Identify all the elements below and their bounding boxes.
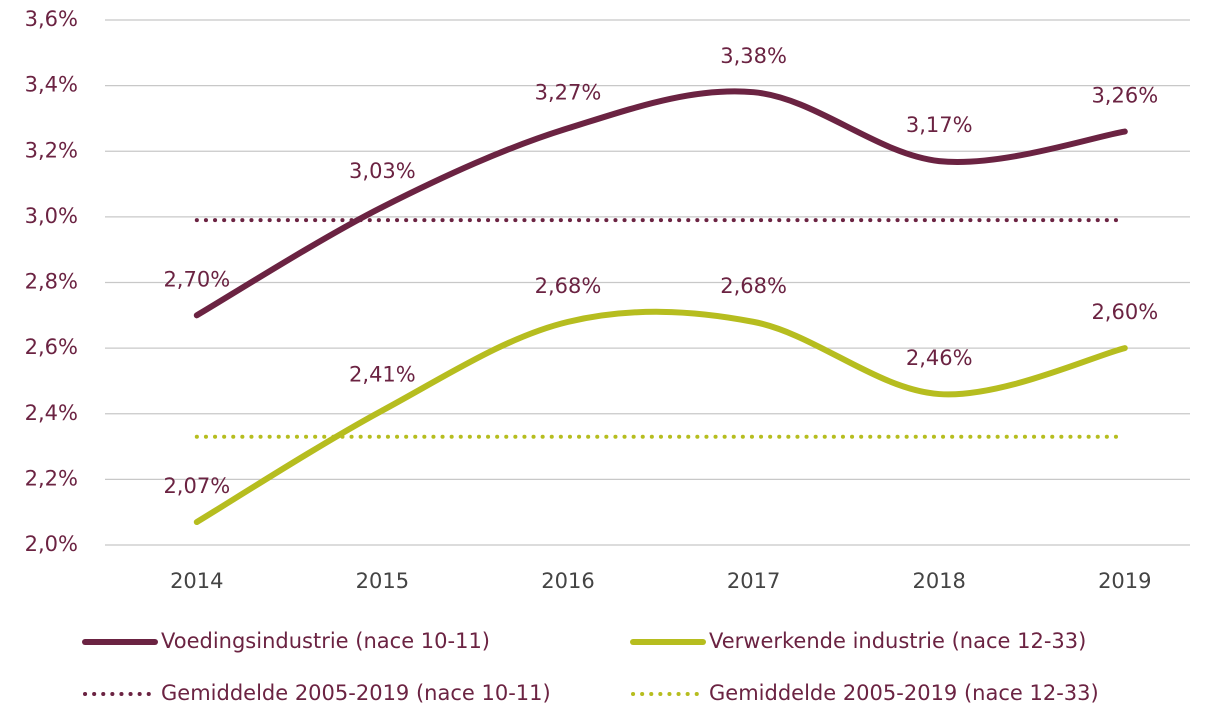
y-tick-label: 2,4% (25, 401, 78, 425)
data-label: 2,60% (1091, 300, 1158, 324)
data-line (193, 88, 1128, 319)
data-label: 2,68% (535, 274, 602, 298)
legend-label: Voedingsindustrie (nace 10-11) (161, 629, 490, 653)
y-tick-label: 2,2% (25, 466, 78, 490)
data-label: 2,68% (720, 274, 787, 298)
data-label: 3,17% (906, 113, 973, 137)
data-label: 2,41% (349, 362, 416, 386)
data-label: 3,26% (1091, 84, 1158, 108)
x-tick-label: 2016 (541, 569, 594, 593)
y-tick-label: 3,6% (25, 7, 78, 31)
data-label: 2,07% (163, 474, 230, 498)
legend-label: Gemiddelde 2005-2019 (nace 12-33) (709, 681, 1099, 705)
data-label: 3,27% (535, 80, 602, 104)
legend-label: Verwerkende industrie (nace 12-33) (709, 629, 1086, 653)
x-tick-label: 2014 (170, 569, 223, 593)
y-tick-label: 3,2% (25, 138, 78, 162)
y-tick-label: 2,0% (25, 532, 78, 556)
y-tick-label: 3,0% (25, 204, 78, 228)
y-tick-label: 3,4% (25, 73, 78, 97)
y-tick-label: 2,6% (25, 335, 78, 359)
x-tick-label: 2019 (1098, 569, 1151, 593)
data-label: 3,38% (720, 44, 787, 68)
x-tick-label: 2018 (912, 569, 965, 593)
x-tick-label: 2015 (356, 569, 409, 593)
data-label: 2,70% (163, 267, 230, 291)
x-tick-label: 2017 (727, 569, 780, 593)
data-label: 3,03% (349, 159, 416, 183)
data-label: 2,46% (906, 346, 973, 370)
legend-label: Gemiddelde 2005-2019 (nace 10-11) (161, 681, 551, 705)
y-tick-label: 2,8% (25, 270, 78, 294)
data-line (193, 308, 1128, 526)
